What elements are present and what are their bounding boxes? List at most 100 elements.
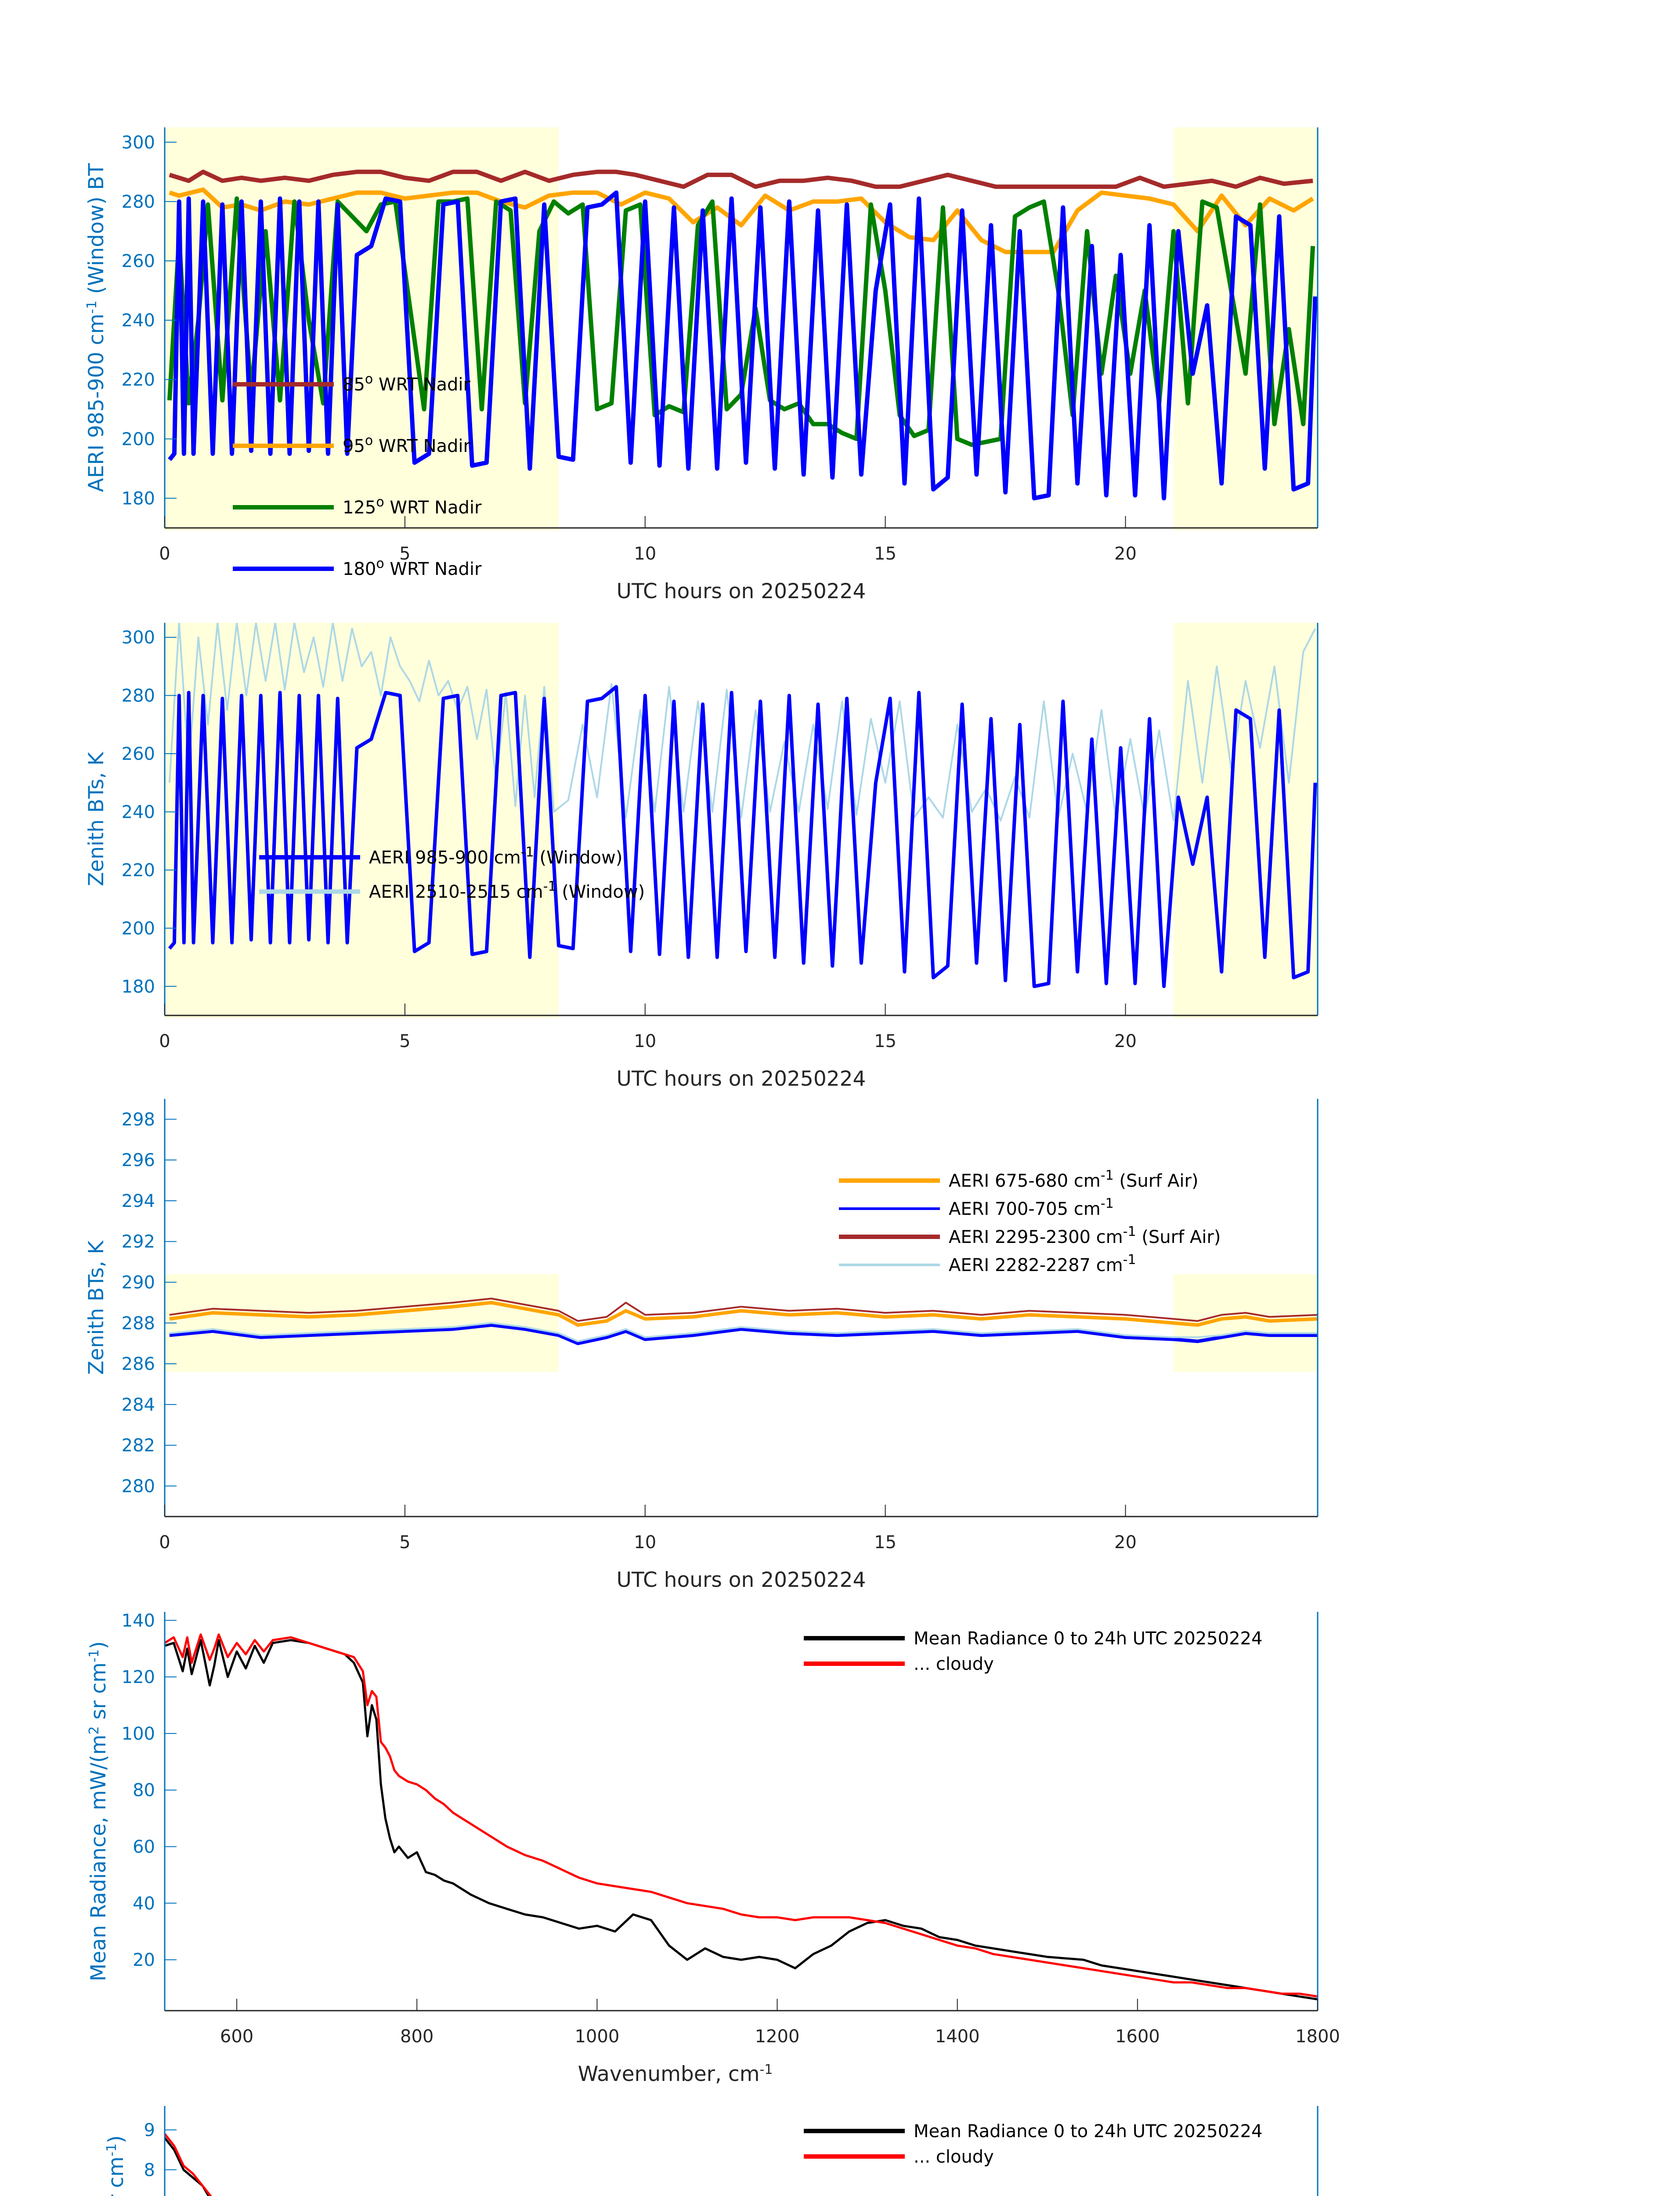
y-tick-label: 180 bbox=[122, 488, 155, 509]
y-tick-label: 260 bbox=[122, 251, 155, 271]
y-tick-label: 292 bbox=[122, 1232, 155, 1252]
x-tick-label: 0 bbox=[159, 1532, 170, 1553]
y-tick-label: 286 bbox=[122, 1354, 155, 1374]
x-axis-label: UTC hours on 20250224 bbox=[617, 1067, 866, 1091]
superscript: o bbox=[365, 433, 373, 448]
y-tick-label: 280 bbox=[122, 686, 155, 706]
y-tick-label: 282 bbox=[122, 1436, 155, 1456]
text-part: WRT Nadir bbox=[384, 498, 482, 518]
text-part: AERI 675-680 cm bbox=[949, 1171, 1101, 1191]
x-tick-label: 600 bbox=[220, 2026, 253, 2047]
x-tick-label: 5 bbox=[399, 1031, 410, 1051]
superscript: o bbox=[365, 372, 373, 387]
y-tick-label: 8 bbox=[144, 2160, 155, 2180]
x-tick-label: 15 bbox=[874, 544, 896, 564]
text-part: Wavenumber, cm bbox=[578, 2062, 760, 2086]
y-axis-label: AERI 985-900 cm-1 (Window) BT bbox=[84, 163, 108, 492]
text-part: 125 bbox=[343, 498, 376, 518]
legend-label: AERI 2510-2515 cm-1 (Window) bbox=[369, 879, 645, 902]
y-tick-label: 220 bbox=[122, 860, 155, 881]
y-tick-label: 300 bbox=[122, 628, 155, 648]
series-line-0 bbox=[169, 1300, 1318, 1327]
text-part: AERI 700-705 cm bbox=[949, 1199, 1101, 1219]
y-tick-label: 220 bbox=[122, 370, 155, 390]
series-line-1 bbox=[165, 1633, 1318, 1998]
x-tick-label: 0 bbox=[159, 1031, 170, 1051]
legend-label: AERI 700-705 cm-1 bbox=[949, 1196, 1114, 1219]
y-tick-label: 298 bbox=[122, 1109, 155, 1130]
y-tick-label: 80 bbox=[133, 1781, 155, 1801]
text-part: 95 bbox=[343, 436, 365, 456]
y-axis-label-group: Zenith BTs, K bbox=[84, 1240, 108, 1375]
x-tick-label: 20 bbox=[1114, 1532, 1137, 1553]
series-line-1 bbox=[165, 2133, 212, 2196]
x-axis-label: UTC hours on 20250224 bbox=[617, 1568, 866, 1592]
y-tick-label: 200 bbox=[122, 429, 155, 449]
y-tick-label: 60 bbox=[133, 1837, 155, 1857]
x-tick-label: 15 bbox=[874, 1031, 896, 1051]
text-part: AERI 2282-2287 cm bbox=[949, 1255, 1123, 1275]
y-tick-label: 9 bbox=[144, 2120, 155, 2140]
y-axis-label-group: Mean Radiance, mW/(m2 sr cm-1) bbox=[104, 2135, 128, 2196]
superscript: -1 bbox=[1101, 1196, 1114, 1211]
text-part: AERI 2510-2515 cm bbox=[369, 882, 543, 902]
y-tick-label: 294 bbox=[122, 1191, 155, 1211]
y-axis-label-group: Zenith BTs, K bbox=[84, 751, 108, 886]
legend-label: ... cloudy bbox=[914, 1654, 994, 1674]
shaded-region bbox=[165, 127, 559, 531]
series-line-1 bbox=[168, 685, 1317, 988]
y-tick-label: 20 bbox=[133, 1950, 155, 1970]
superscript: -1 bbox=[543, 879, 556, 894]
y-tick-label: 40 bbox=[133, 1893, 155, 1914]
chart-p5: 01234567891800200022002400260028003000Wa… bbox=[104, 2106, 1319, 2196]
legend: Mean Radiance 0 to 24h UTC 20250224 ... c… bbox=[804, 1629, 1262, 1674]
y-tick-label: 284 bbox=[122, 1395, 155, 1415]
y-tick-label: 100 bbox=[122, 1724, 155, 1744]
y-tick-label: 296 bbox=[122, 1150, 155, 1170]
legend-label: Mean Radiance 0 to 24h UTC 20250224 bbox=[914, 1629, 1262, 1649]
x-tick-label: 10 bbox=[634, 544, 656, 564]
superscript: -1 bbox=[104, 2143, 119, 2156]
text-part: ) bbox=[87, 1641, 111, 1649]
y-tick-label: 140 bbox=[122, 1611, 155, 1631]
series-line-3 bbox=[168, 190, 1318, 501]
text-part: (Window) bbox=[556, 882, 645, 902]
chart-p3: 280 282 284 286 288 290 292 294 296 298 0 5 10 15 20 UT… bbox=[84, 1099, 1319, 1592]
x-tick-label: 10 bbox=[634, 1532, 656, 1553]
superscript: -1 bbox=[87, 1649, 102, 1662]
y-axis-label-group: AERI 985-900 cm-1 (Window) BT bbox=[84, 163, 108, 492]
text-part: WRT Nadir bbox=[373, 375, 470, 395]
x-tick-label: 20 bbox=[1114, 1031, 1137, 1051]
text-part: (Window) bbox=[534, 848, 623, 868]
y-tick-label: 200 bbox=[122, 918, 155, 939]
superscript: -1 bbox=[1123, 1252, 1136, 1268]
text-part: (Surf Air) bbox=[1136, 1227, 1221, 1247]
legend-label: AERI 2295-2300 cm-1 (Surf Air) bbox=[949, 1224, 1221, 1247]
x-tick-label: 1800 bbox=[1295, 2026, 1340, 2047]
x-tick-label: 800 bbox=[400, 2026, 434, 2047]
legend-label: 180o WRT Nadir bbox=[343, 556, 482, 579]
legend-label: Mean Radiance 0 to 24h UTC 20250224 bbox=[914, 2121, 1262, 2142]
y-tick-label: 288 bbox=[122, 1313, 155, 1333]
legend-label: AERI 985-900 cm-1 (Window) bbox=[369, 845, 622, 868]
y-axis-label-group: Mean Radiance, mW/(m2 sr cm-1) bbox=[87, 1641, 111, 1981]
y-axis-label: Mean Radiance, mW/(m2 sr cm-1) bbox=[104, 2135, 128, 2196]
x-tick-label: 20 bbox=[1114, 544, 1137, 564]
y-tick-label: 240 bbox=[122, 802, 155, 822]
legend: AERI 985-900 cm-1 (Window) AERI 2510-2515… bbox=[259, 845, 645, 902]
superscript: -1 bbox=[760, 2062, 773, 2077]
y-tick-label: 240 bbox=[122, 311, 155, 331]
legend-label: 85o WRT Nadir bbox=[343, 372, 471, 395]
text-part: sr cm bbox=[87, 1662, 111, 1726]
x-tick-label: 1000 bbox=[574, 2026, 619, 2047]
x-axis-label: Wavenumber, cm-1 bbox=[578, 2062, 773, 2086]
legend: AERI 675-680 cm-1 (Surf Air)AERI 700-705… bbox=[839, 1168, 1221, 1275]
x-axis-label: UTC hours on 20250224 bbox=[617, 579, 866, 603]
legend: Mean Radiance 0 to 24h UTC 20250224 ... c… bbox=[804, 2121, 1262, 2167]
superscript: o bbox=[376, 495, 384, 510]
shaded-region bbox=[165, 1274, 559, 1372]
text-part: AERI 985-900 cm bbox=[84, 314, 108, 492]
legend-label: 125o WRT Nadir bbox=[343, 495, 482, 518]
